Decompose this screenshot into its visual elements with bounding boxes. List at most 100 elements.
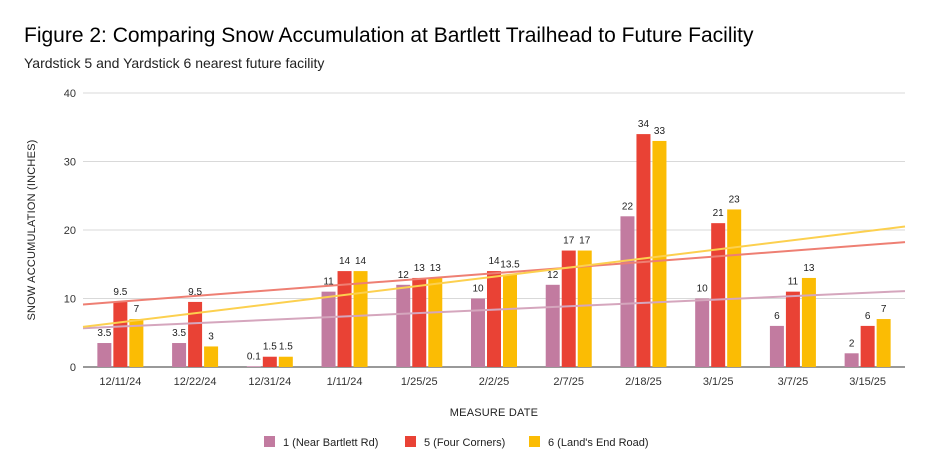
legend-swatch <box>405 436 416 447</box>
x-axis-ticks: 12/11/24 12/22/24 12/31/24 1/11/24 1/25/25 2/… <box>99 376 886 388</box>
bar-series1-11 <box>844 353 859 367</box>
bar-series3-3 <box>278 356 293 367</box>
data-label: 10 <box>472 284 484 295</box>
y-tick-label: 0 <box>70 362 76 374</box>
x-tick-label: 1/25/25 <box>401 376 438 388</box>
bar-series1-3 <box>246 366 261 367</box>
legend-swatch <box>529 436 540 447</box>
data-label: 13 <box>803 263 815 274</box>
data-label: 34 <box>638 119 650 130</box>
bar-series3-9 <box>727 209 742 367</box>
x-tick-label: 2/18/25 <box>625 376 662 388</box>
bar-series1-8 <box>620 216 635 367</box>
bar-series3-5 <box>428 277 443 367</box>
data-label: 7 <box>881 304 887 315</box>
bar-series1-10 <box>769 325 784 367</box>
data-label: 22 <box>622 201 634 212</box>
bar-series2-6 <box>487 271 501 367</box>
bar-series3-10 <box>801 277 816 367</box>
data-label: 12 <box>398 270 410 281</box>
data-label: 17 <box>579 236 591 247</box>
bar-series2-8 <box>636 134 651 367</box>
bar-series1-7 <box>545 284 560 367</box>
trendline-series3 <box>82 225 906 328</box>
y-axis-ticks: 0 10 20 30 40 <box>64 88 76 374</box>
data-label: 6 <box>774 311 780 322</box>
chart-title: Figure 2: Comparing Snow Accumulation at… <box>24 24 754 47</box>
bar-series1-2 <box>172 343 187 367</box>
data-label: 6 <box>865 311 871 322</box>
data-label: 0.1 <box>247 351 261 362</box>
y-tick-label: 10 <box>64 294 76 306</box>
data-label: 13.5 <box>500 260 520 271</box>
bar-series2-7 <box>561 250 576 367</box>
data-label: 10 <box>697 284 709 295</box>
data-label: 33 <box>654 126 666 137</box>
trendlines <box>82 225 906 330</box>
data-label: 11 <box>323 277 334 288</box>
legend-label: 6 (Land's End Road) <box>548 437 649 449</box>
data-label: 3.5 <box>97 328 111 339</box>
data-label: 9.5 <box>113 287 127 298</box>
trendline-series1 <box>82 290 906 330</box>
y-tick-label: 40 <box>64 88 76 100</box>
x-tick-label: 3/1/25 <box>703 376 734 388</box>
x-tick-label: 3/15/25 <box>849 376 886 388</box>
x-tick-label: 1/11/24 <box>327 376 363 388</box>
x-tick-label: 2/2/25 <box>479 376 510 388</box>
data-label: 21 <box>713 208 725 219</box>
legend: 1 (Near Bartlett Rd) 5 (Four Corners) 6 (L… <box>264 436 649 449</box>
data-label: 14 <box>355 256 367 267</box>
legend-label: 5 (Four Corners) <box>424 437 505 449</box>
bar-series1-4 <box>321 291 336 367</box>
bar-series3-6 <box>503 274 517 367</box>
x-tick-label: 2/7/25 <box>553 376 584 388</box>
x-tick-label: 12/31/24 <box>248 376 291 388</box>
bar-series1-6 <box>471 298 485 367</box>
data-label: 3.5 <box>172 328 186 339</box>
bar-series2-5 <box>412 277 427 367</box>
bar-series2-9 <box>711 223 726 367</box>
bar-series2-3 <box>262 356 277 367</box>
bar-series3-7 <box>577 250 592 367</box>
data-label: 14 <box>488 256 500 267</box>
data-label: 3 <box>208 331 214 342</box>
data-label: 11 <box>788 277 799 288</box>
x-tick-label: 3/7/25 <box>778 376 809 388</box>
y-axis-title: SNOW ACCUMULATION (INCHES) <box>26 139 38 320</box>
bar-series2-10 <box>785 291 800 367</box>
chart-subtitle: Yardstick 5 and Yardstick 6 nearest futu… <box>24 55 325 71</box>
data-label: 12 <box>547 270 559 281</box>
data-label: 17 <box>563 236 575 247</box>
bar-series3-1 <box>129 319 144 367</box>
legend-swatch <box>264 436 275 447</box>
bar-series3-11 <box>876 319 891 367</box>
data-label: 23 <box>729 194 741 205</box>
x-tick-label: 12/11/24 <box>99 376 141 388</box>
y-tick-label: 20 <box>64 225 76 237</box>
bar-series3-2 <box>204 346 219 367</box>
bars <box>97 134 891 367</box>
data-label: 9.5 <box>188 287 202 298</box>
data-label: 1.5 <box>263 342 277 353</box>
bar-series1-5 <box>396 284 411 367</box>
data-label: 13 <box>414 263 426 274</box>
bar-series2-11 <box>860 325 875 367</box>
y-tick-label: 30 <box>64 157 76 169</box>
x-tick-label: 12/22/24 <box>174 376 217 388</box>
bar-series1-1 <box>97 343 112 367</box>
bar-series3-4 <box>353 271 368 367</box>
bar-series2-1 <box>113 301 128 367</box>
bar-series1-9 <box>695 298 710 367</box>
trendline-series2 <box>82 241 906 306</box>
data-label: 1.5 <box>279 342 293 353</box>
bar-series3-8 <box>652 140 667 367</box>
data-label: 13 <box>430 263 442 274</box>
legend-label: 1 (Near Bartlett Rd) <box>283 437 378 449</box>
bar-series2-2 <box>188 301 203 367</box>
data-label: 2 <box>849 338 855 349</box>
x-axis-title: MEASURE DATE <box>450 407 538 419</box>
data-label: 7 <box>134 304 140 315</box>
